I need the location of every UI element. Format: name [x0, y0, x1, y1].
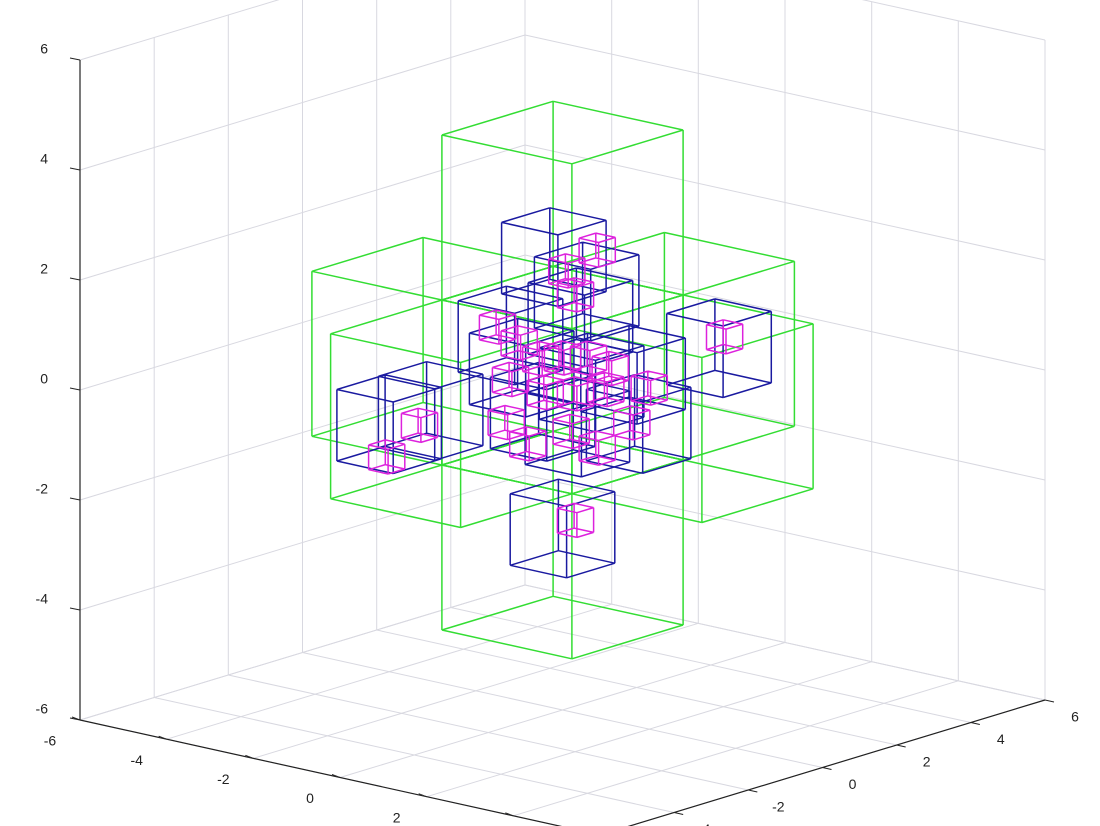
z-tick — [69, 167, 81, 171]
octree-box — [586, 371, 625, 408]
y-tick — [970, 722, 980, 725]
octree-box — [630, 370, 669, 406]
y-tick — [896, 744, 906, 748]
octree-box — [500, 325, 539, 361]
octree-box — [491, 361, 530, 398]
y-tick — [822, 767, 832, 770]
x-tick-label: -4 — [130, 752, 143, 768]
y-tick — [748, 789, 758, 793]
grid-line — [376, 629, 897, 746]
grid-line — [627, 699, 1046, 826]
octree-box — [441, 430, 684, 660]
y-tick — [674, 812, 684, 815]
grid-line — [524, 254, 1046, 371]
grid-line — [524, 144, 1046, 261]
grid-line — [79, 254, 526, 391]
grid-line — [524, 584, 1046, 701]
octree-box — [329, 299, 573, 529]
grid-line — [79, 34, 526, 171]
octree-box — [705, 319, 744, 355]
grid-line — [79, 0, 280, 61]
y-tick-label: 2 — [923, 754, 931, 770]
octree-box — [552, 231, 796, 461]
octree-box — [526, 374, 565, 411]
z-tick-label: -2 — [36, 481, 49, 497]
y-tick-label: -2 — [772, 799, 785, 815]
z-tick-label: -6 — [36, 701, 49, 717]
octree-box — [569, 340, 608, 377]
octree-box — [556, 277, 595, 313]
octree-box — [556, 502, 595, 539]
octree-box — [612, 405, 651, 441]
y-tick-label: 6 — [1071, 709, 1079, 725]
grid-line — [524, 474, 1046, 591]
z-tick-label: 0 — [40, 371, 48, 387]
octree-box — [578, 430, 617, 466]
octree-box — [509, 478, 616, 579]
z-tick — [69, 497, 81, 501]
x-tick-label: -6 — [44, 733, 57, 749]
z-tick — [69, 717, 81, 721]
x-tick-label: 0 — [306, 790, 314, 806]
z-tick-label: 2 — [40, 261, 48, 277]
octree-box — [478, 309, 517, 345]
grid-line — [228, 674, 749, 791]
z-tick — [69, 607, 81, 611]
grid-line — [450, 607, 971, 723]
y-tick-label: 4 — [997, 731, 1005, 747]
z-tick-label: 6 — [40, 41, 48, 57]
z-tick — [69, 277, 81, 281]
y-tick — [1044, 699, 1055, 703]
z-tick — [69, 387, 81, 391]
octree-box — [367, 439, 406, 475]
z-tick-label: -4 — [36, 591, 49, 607]
axis-line — [79, 719, 563, 826]
axis-line — [627, 699, 1046, 826]
grid-line — [154, 697, 675, 813]
x-tick-label: -2 — [217, 771, 230, 787]
octree-box — [665, 298, 773, 399]
y-tick-label: 0 — [849, 776, 857, 792]
octree-box — [508, 426, 547, 462]
y-tick-label: -4 — [698, 821, 711, 826]
octree-box — [578, 232, 617, 268]
grid-line — [79, 144, 526, 281]
x-tick-label: 2 — [393, 809, 401, 825]
grid-line — [524, 34, 1046, 151]
octree-box — [336, 374, 443, 475]
grid-line — [302, 652, 823, 768]
grid-line — [79, 584, 526, 721]
grid-line — [861, 0, 1046, 41]
octree-box — [547, 253, 586, 289]
grid-line — [79, 364, 526, 501]
grid-line — [79, 719, 562, 826]
grid-line — [79, 474, 526, 611]
octree-box — [377, 360, 484, 462]
octree-box — [468, 317, 575, 418]
octree-box — [400, 407, 439, 444]
octree-box — [556, 376, 595, 412]
z-tick — [69, 57, 81, 61]
octree-box — [521, 340, 560, 377]
z-tick-label: 4 — [40, 151, 48, 167]
